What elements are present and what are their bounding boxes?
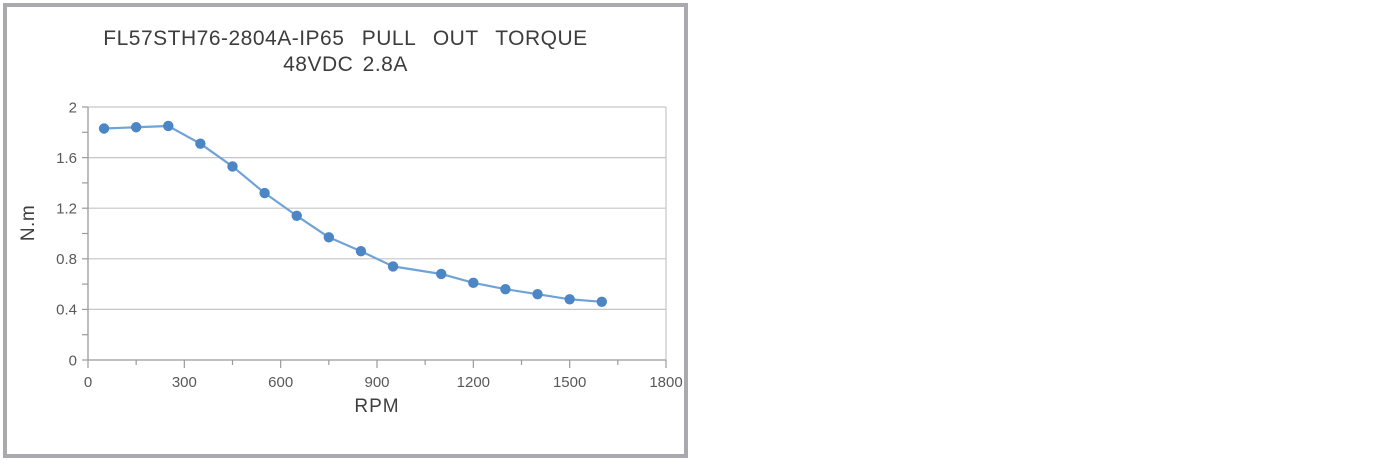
x-axis-title: RPM	[354, 396, 400, 417]
chart-title-line1: FL57STH76-2804A-IP65 PULL OUT TORQUE	[103, 27, 588, 50]
chart-title: FL57STH76-2804A-IP65 PULL OUT TORQUE 48V…	[3, 26, 688, 78]
y-axis-title: N.m	[18, 204, 39, 242]
chart-title-line2: 48VDC 2.8A	[283, 53, 408, 76]
